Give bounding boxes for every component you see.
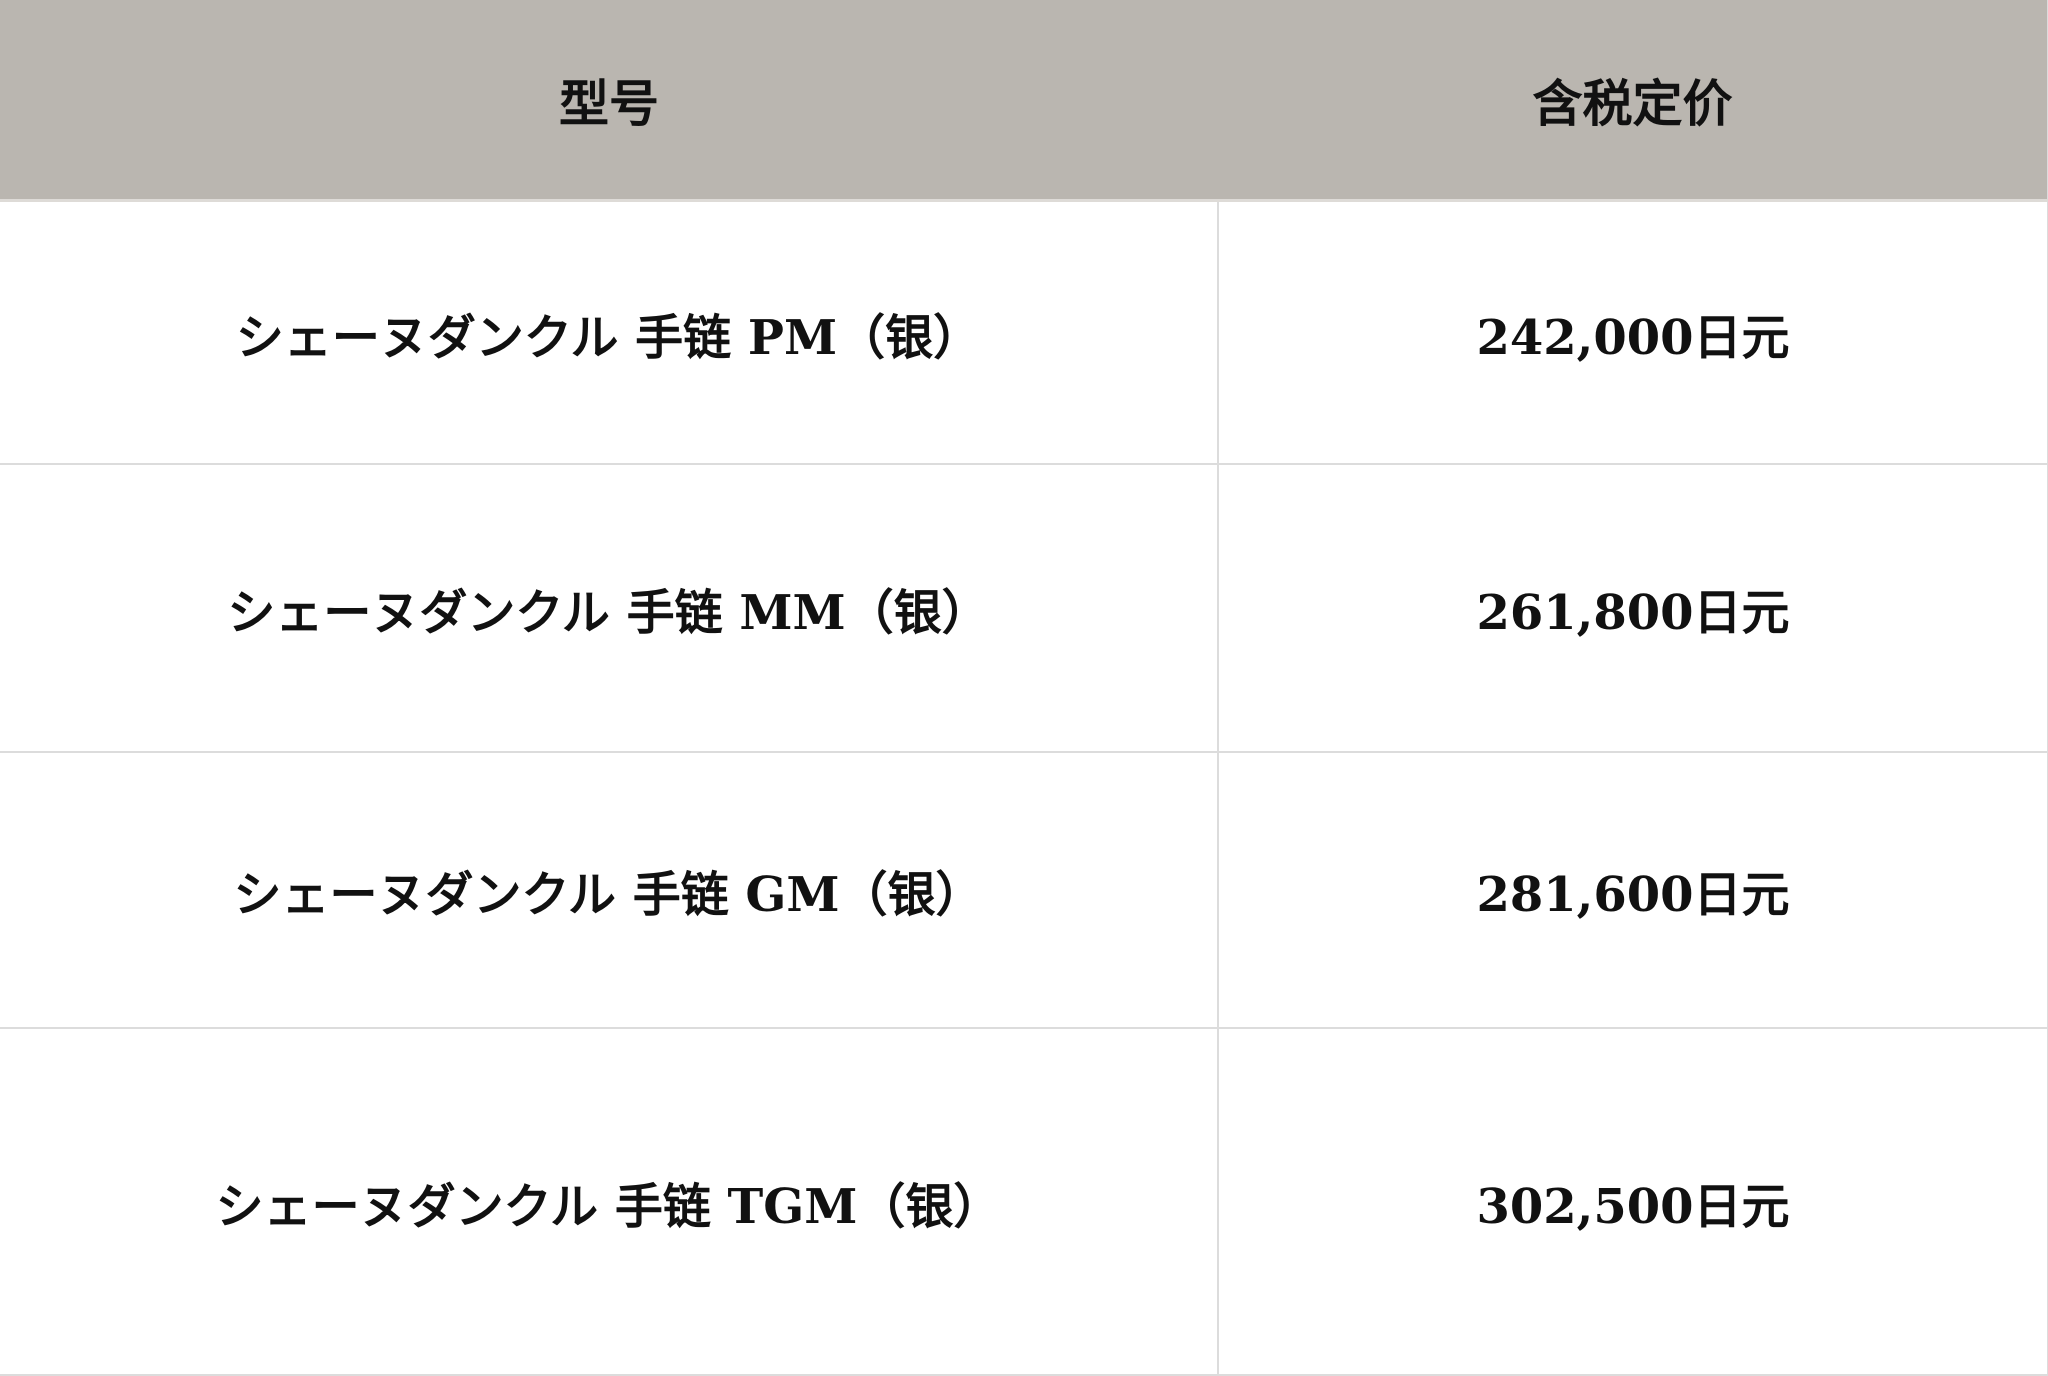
model-cell: シェーヌダンクル 手链 MM（银） bbox=[0, 463, 1219, 753]
model-cell: シェーヌダンクル 手链 PM（银） bbox=[0, 199, 1219, 465]
header-price: 含税定价 bbox=[1218, 0, 2048, 202]
header-row: 型号 含税定价 bbox=[0, 0, 2048, 202]
header-model: 型号 bbox=[0, 0, 1218, 202]
table-row: シェーヌダンクル 手链 GM（银） 281,600日元 bbox=[0, 751, 2048, 1029]
price-cell: 302,500日元 bbox=[1217, 1027, 2048, 1376]
table-row: シェーヌダンクル 手链 MM（银） 261,800日元 bbox=[0, 463, 2048, 753]
model-cell: シェーヌダンクル 手链 GM（银） bbox=[0, 751, 1219, 1029]
table-row: シェーヌダンクル 手链 PM（银） 242,000日元 bbox=[0, 199, 2048, 465]
price-cell: 281,600日元 bbox=[1217, 751, 2048, 1029]
table-row: シェーヌダンクル 手链 TGM（银） 302,500日元 bbox=[0, 1027, 2048, 1376]
model-cell: シェーヌダンクル 手链 TGM（银） bbox=[0, 1027, 1219, 1376]
price-cell: 261,800日元 bbox=[1217, 463, 2048, 753]
price-cell: 242,000日元 bbox=[1217, 199, 2048, 465]
